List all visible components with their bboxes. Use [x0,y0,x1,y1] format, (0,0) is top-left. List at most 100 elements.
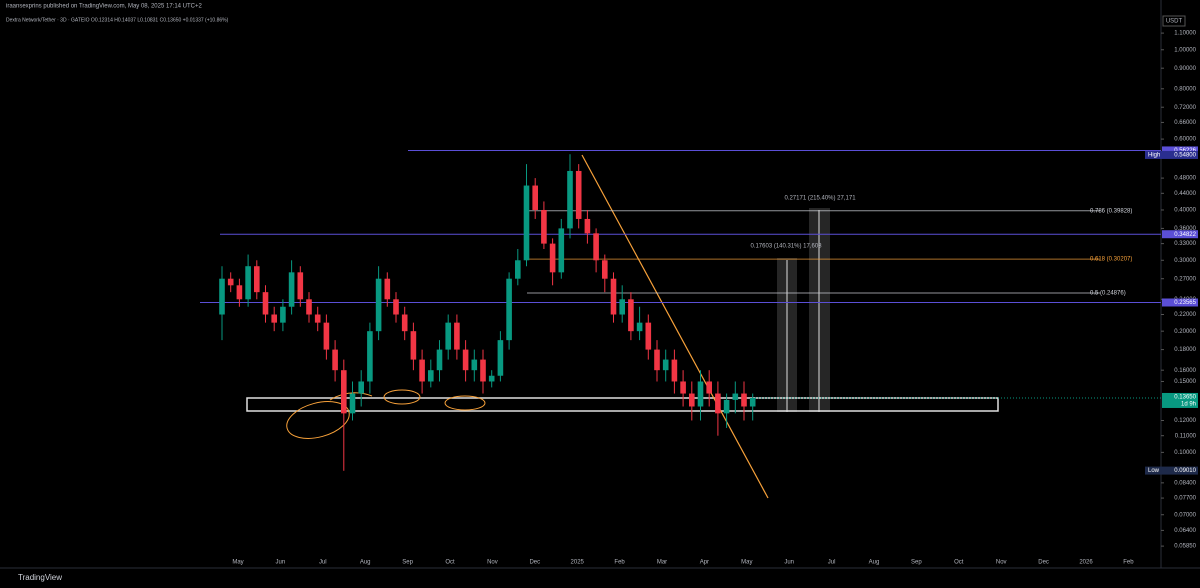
x-tick-label: Oct [954,560,964,566]
candle-body [271,314,277,323]
x-tick-label: Feb [1123,560,1134,566]
candle-body [706,381,712,394]
candle-body [532,185,538,210]
measure-label: 0.17603 (140.31%) 17,603 [750,244,822,250]
annotation-circle [383,389,421,405]
candle-body [410,331,417,360]
price-tag-label: 0.54800 [1174,153,1196,159]
y-tick-label: 1.10000 [1174,31,1196,37]
x-tick-label: Jul [828,560,836,566]
candle-body [636,322,643,332]
candle-body [610,278,617,315]
x-tick-label: Jul [319,560,327,566]
candle-body [401,314,408,332]
candle-body [306,299,312,315]
y-tick-label: 0.18000 [1174,347,1196,353]
price-tag-label: 0.13650 [1174,395,1196,401]
y-tick-label: 0.44000 [1174,191,1196,197]
candle-body [662,359,669,371]
y-tick-label: 0.60000 [1174,137,1196,143]
candle-body [732,393,739,400]
candle-body [697,381,704,407]
price-tag-label: 0.34822 [1174,232,1196,238]
y-tick-label: 0.27000 [1174,276,1196,282]
candle-body [741,393,747,407]
tag-name: Low [1148,468,1160,474]
y-tick-label: 0.80000 [1174,86,1196,92]
y-tick-label: 0.36000 [1174,226,1196,232]
price-tag [1145,466,1198,475]
y-tick-label: 0.22000 [1174,312,1196,318]
candle-body [723,399,730,414]
candle-body [749,397,756,407]
countdown: 1d 9h [1181,402,1196,408]
candle-body [280,306,286,323]
x-tick-label: Sep [402,560,413,566]
price-tag [1145,150,1198,159]
candle-body [593,233,599,261]
candle-body [227,278,234,286]
x-tick-label: Sep [911,560,922,566]
candle-body [506,278,512,341]
y-tick-label: 0.40000 [1174,208,1196,214]
y-tick-label: 0.07700 [1174,496,1196,502]
candle-body [367,331,373,382]
candle-body [254,266,260,293]
price-tag-label: 0.09010 [1174,468,1196,474]
x-tick-label: Feb [614,560,625,566]
annotation-arrow [329,392,373,401]
candle-body [541,209,547,244]
fib-label: 0.5 (0.24876) [1090,291,1126,297]
y-tick-label: 0.10000 [1174,450,1196,456]
candle-body [628,299,634,332]
y-tick-label: 0.20000 [1174,329,1196,335]
x-tick-label: Aug [869,560,880,566]
support-zone [246,397,999,412]
y-tick-label: 0.66000 [1174,120,1196,126]
symbol-info: Dextra Network/Tether · 3D · GATEIO O0.1… [6,17,229,23]
y-tick-label: 0.05850 [1174,544,1196,550]
candle-body [523,185,530,261]
measure-label: 0.27171 (215.40%) 27,171 [784,196,856,202]
y-tick-label: 0.08400 [1174,480,1196,486]
brand: TradingView [18,573,62,582]
candle-body [462,349,469,371]
y-tick-label: 0.72000 [1174,105,1196,111]
candle-body [480,359,486,382]
candle-body [323,322,330,350]
y-tick-label: 0.48000 [1174,176,1196,182]
candle-body [393,299,399,315]
x-tick-label: Aug [360,560,371,566]
y-tick-label: 0.06400 [1174,528,1196,534]
tag-name: High [1148,153,1160,159]
candle-body [654,349,660,371]
price-tag [1162,392,1198,408]
annotation-circle [444,395,486,411]
candle-body [584,218,591,234]
candle-body [375,278,382,332]
candle-body [558,228,565,273]
candle-body [219,278,225,315]
x-tick-label: Oct [445,560,455,566]
x-tick-label: Nov [996,560,1007,566]
candle-body [428,370,434,382]
currency-box [1162,15,1186,27]
y-tick-label: 0.11000 [1175,433,1197,439]
candle-body [575,170,582,219]
y-tick-label: 0.33000 [1174,241,1196,247]
candle-body [358,381,364,394]
candle-body [341,370,347,414]
candle-body [471,359,478,371]
candle-body [332,349,338,371]
candle-body [645,322,652,350]
candle-body [715,393,721,414]
publisher: iraansexprins published on TradingView.c… [6,4,203,10]
price-tag [1162,146,1198,155]
x-tick-label: Apr [700,560,709,566]
candle-body [314,314,321,323]
x-tick-label: Mar [657,560,667,566]
candle-body [445,322,451,350]
candle-body [689,393,695,407]
x-tick-label: Jun [276,560,286,566]
candle-body [567,170,573,229]
